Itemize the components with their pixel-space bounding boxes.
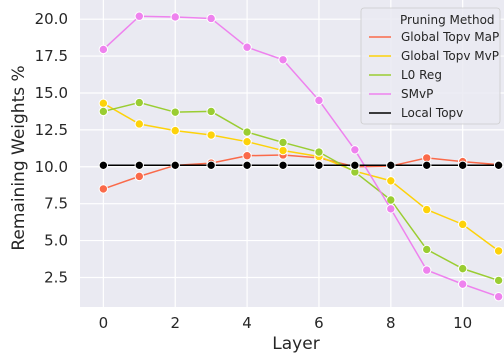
y-tick-label: 20.0: [35, 10, 68, 28]
ticks: 0 2 4 6 8 10 2.5 5.0 7.5 10.0 12.5 15.0 17.5 20.0: [35, 10, 473, 332]
data-point: [98, 98, 109, 109]
series-4: [98, 160, 504, 171]
data-point: [314, 160, 324, 171]
data-point: [386, 160, 396, 171]
y-tick-label: 15.0: [35, 84, 68, 102]
data-point: [422, 265, 432, 275]
y-tick-label: 10.0: [35, 158, 68, 176]
y-tick-label: 17.5: [35, 47, 68, 65]
data-point: [314, 147, 324, 157]
data-point: [386, 176, 396, 186]
data-point: [278, 160, 288, 171]
data-point: [134, 11, 144, 21]
data-point: [242, 136, 252, 147]
x-tick-label: 0: [99, 314, 109, 332]
data-point: [457, 219, 468, 230]
legend-item: Local Topv: [369, 106, 463, 120]
data-point: [242, 127, 252, 137]
data-point: [98, 160, 109, 171]
data-point: [98, 184, 109, 194]
legend-label: Global Topv MvP: [401, 49, 499, 63]
series-line: [102, 102, 500, 252]
x-tick-label: 10: [453, 314, 472, 332]
data-point: [493, 246, 504, 256]
data-point: [278, 145, 288, 156]
data-point: [314, 95, 324, 106]
data-point: [170, 12, 180, 22]
data-point: [386, 204, 396, 214]
data-point: [206, 106, 216, 117]
series-line: [103, 101, 499, 282]
legend-label: Global Topv MaP: [401, 30, 499, 44]
legend-label: Local Topv: [401, 106, 463, 120]
data-point: [170, 160, 180, 171]
data-point: [457, 160, 468, 171]
data-point: [98, 106, 109, 117]
series-3: [98, 11, 504, 302]
data-point: [206, 160, 216, 171]
series-layer: [98, 11, 504, 302]
legend-item: Global Topv MaP: [369, 30, 499, 44]
data-point: [422, 160, 432, 171]
data-point: [493, 160, 504, 171]
data-point: [134, 171, 144, 182]
series-line: [102, 15, 499, 298]
data-point: [422, 244, 432, 255]
x-tick-label: 4: [242, 314, 252, 332]
data-point: [350, 145, 360, 155]
data-point: [278, 55, 288, 65]
data-point: [457, 263, 468, 274]
y-axis-label: Remaining Weights %: [9, 65, 29, 250]
data-point: [134, 160, 144, 171]
data-point: [206, 130, 216, 140]
legend-title: Pruning Method: [400, 13, 495, 27]
series-line: [103, 154, 499, 190]
legend-label: L0 Reg: [401, 68, 442, 82]
data-point: [98, 44, 109, 55]
x-tick-label: 2: [170, 314, 180, 332]
x-tick-label: 6: [314, 314, 324, 332]
y-tick-label: 2.5: [44, 268, 68, 286]
y-tick-label: 5.0: [44, 232, 68, 250]
legend-item: Global Topv MvP: [369, 49, 499, 63]
data-point: [457, 279, 468, 289]
data-point: [242, 160, 252, 171]
data-point: [278, 137, 288, 148]
x-tick-label: 8: [386, 314, 396, 332]
legend-label: SMvP: [401, 87, 433, 101]
legend-item: SMvP: [369, 87, 433, 101]
data-point: [170, 125, 180, 136]
series-2: [98, 97, 504, 286]
y-tick-label: 7.5: [44, 195, 68, 213]
data-point: [134, 119, 144, 129]
data-point: [242, 42, 252, 52]
data-point: [493, 275, 504, 286]
y-tick-label: 12.5: [35, 121, 68, 139]
data-point: [350, 160, 360, 171]
x-axis-label: Layer: [272, 334, 319, 354]
data-point: [170, 107, 180, 117]
legend: Pruning Method Global Topv MaP Global Top…: [360, 7, 501, 125]
data-point: [242, 151, 252, 161]
data-point: [134, 97, 144, 108]
legend-box: [360, 7, 501, 125]
data-point: [493, 291, 504, 302]
data-point: [422, 204, 432, 215]
data-point: [206, 13, 216, 24]
legend-item: L0 Reg: [369, 68, 442, 82]
